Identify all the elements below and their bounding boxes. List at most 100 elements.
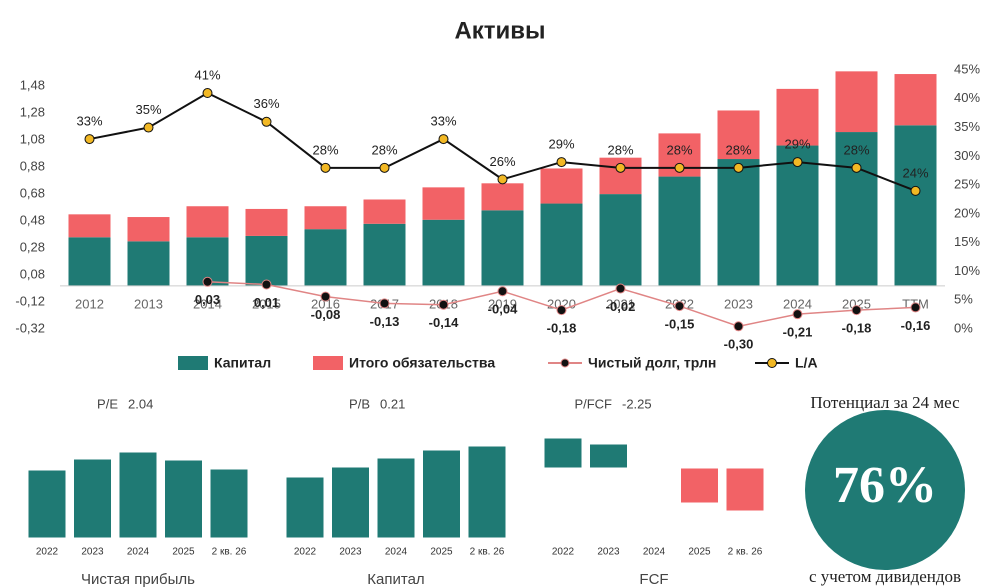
- marker: [84, 134, 95, 145]
- data-label: -0,04: [488, 302, 518, 317]
- bar: [725, 467, 765, 512]
- x-tick-label: 2019: [488, 296, 517, 311]
- data-label: 28%: [371, 142, 397, 157]
- y2-tick-label: 0%: [954, 320, 973, 335]
- marker: [438, 299, 449, 310]
- bar: [658, 176, 701, 286]
- x-tick-label: 2013: [134, 296, 163, 311]
- bar: [73, 458, 112, 539]
- bar: [540, 168, 583, 204]
- marker: [556, 305, 567, 316]
- legend-label: L/A: [795, 355, 818, 371]
- x-tick-label: 2025: [688, 547, 711, 558]
- chart-title: FCF: [639, 571, 668, 588]
- data-label: 24%: [902, 165, 928, 180]
- bar: [894, 74, 937, 126]
- x-tick-label: 2025: [842, 296, 871, 311]
- bar: [304, 206, 347, 230]
- y-tick-label: 0,68: [20, 186, 45, 201]
- x-tick-label: 2023: [339, 547, 362, 558]
- data-label: -0,18: [547, 321, 577, 336]
- x-tick-label: 2025: [430, 547, 453, 558]
- bar: [717, 159, 760, 286]
- bar: [127, 241, 170, 286]
- bar: [68, 214, 111, 238]
- bar: [776, 145, 819, 286]
- chart-title: Чистая прибыль: [81, 571, 195, 588]
- bar: [776, 88, 819, 146]
- y-tick-label: 0,28: [20, 240, 45, 255]
- x-tick-label: 2022: [294, 547, 317, 558]
- y2-tick-label: 35%: [954, 119, 980, 134]
- bar: [894, 125, 937, 286]
- y2-tick-label: 5%: [954, 292, 973, 307]
- bar: [543, 437, 583, 469]
- y2-tick-label: 30%: [954, 148, 980, 163]
- bar: [835, 132, 878, 286]
- y2-tick-label: 25%: [954, 177, 980, 192]
- bar: [599, 194, 642, 286]
- x-tick-label: 2015: [252, 296, 281, 311]
- y-tick-label: 0,88: [20, 159, 45, 174]
- metric-label: P/B: [349, 396, 370, 411]
- y-tick-label: -0,12: [15, 293, 45, 308]
- legend-label: Чистый долг, трлн: [588, 355, 716, 371]
- x-tick-label: 2024: [127, 547, 150, 558]
- y2-tick-label: 40%: [954, 90, 980, 105]
- x-tick-label: 2014: [193, 296, 222, 311]
- data-label: -0,13: [370, 314, 400, 329]
- y-tick-label: 0,08: [20, 266, 45, 281]
- bar: [209, 468, 249, 539]
- x-tick-label: 2025: [172, 547, 195, 558]
- potential-circle: [805, 410, 965, 570]
- bar: [680, 467, 719, 504]
- bar: [245, 235, 288, 286]
- bar: [540, 203, 583, 286]
- marker: [674, 162, 685, 173]
- x-tick-label: 2012: [75, 296, 104, 311]
- x-tick-label: 2024: [385, 547, 408, 558]
- chart-title: Капитал: [367, 571, 424, 588]
- y2-tick-label: 45%: [954, 61, 980, 76]
- marker: [615, 162, 626, 173]
- bar: [481, 183, 524, 211]
- x-tick-label: 2021: [606, 296, 635, 311]
- metric-value: 0.21: [380, 396, 405, 411]
- marker: [851, 305, 862, 316]
- data-label: 36%: [253, 96, 279, 111]
- data-label: -0,16: [901, 318, 931, 333]
- marker: [497, 286, 508, 297]
- bar: [481, 210, 524, 286]
- data-label: 0,01: [254, 295, 279, 310]
- bar: [835, 71, 878, 133]
- data-label: -0,14: [429, 315, 459, 330]
- bar: [285, 476, 325, 539]
- marker: [261, 279, 272, 290]
- potential-note: с учетом дивидендов: [809, 567, 961, 586]
- marker: [674, 301, 685, 312]
- legend-marker: [767, 358, 777, 368]
- marker: [438, 134, 449, 145]
- metric-value: 2.04: [128, 396, 153, 411]
- data-label: -0,30: [724, 337, 754, 352]
- bar: [422, 449, 461, 539]
- marker: [320, 162, 331, 173]
- bar: [118, 451, 158, 539]
- y-tick-label: 1,28: [20, 105, 45, 120]
- marker: [733, 321, 744, 332]
- bar: [68, 237, 111, 286]
- metric-value: -2.25: [622, 396, 652, 411]
- marker: [143, 122, 154, 133]
- bar: [363, 223, 406, 286]
- bar: [717, 110, 760, 160]
- x-tick-label: 2 кв. 26: [212, 547, 247, 558]
- marker: [497, 174, 508, 185]
- bar: [27, 469, 67, 539]
- bar: [164, 459, 203, 539]
- marker: [320, 291, 331, 302]
- y-tick-label: 1,08: [20, 132, 45, 147]
- data-label: 29%: [784, 137, 810, 152]
- marker: [792, 309, 803, 320]
- legend-swatch: [178, 356, 208, 370]
- x-tick-label: 2024: [783, 296, 812, 311]
